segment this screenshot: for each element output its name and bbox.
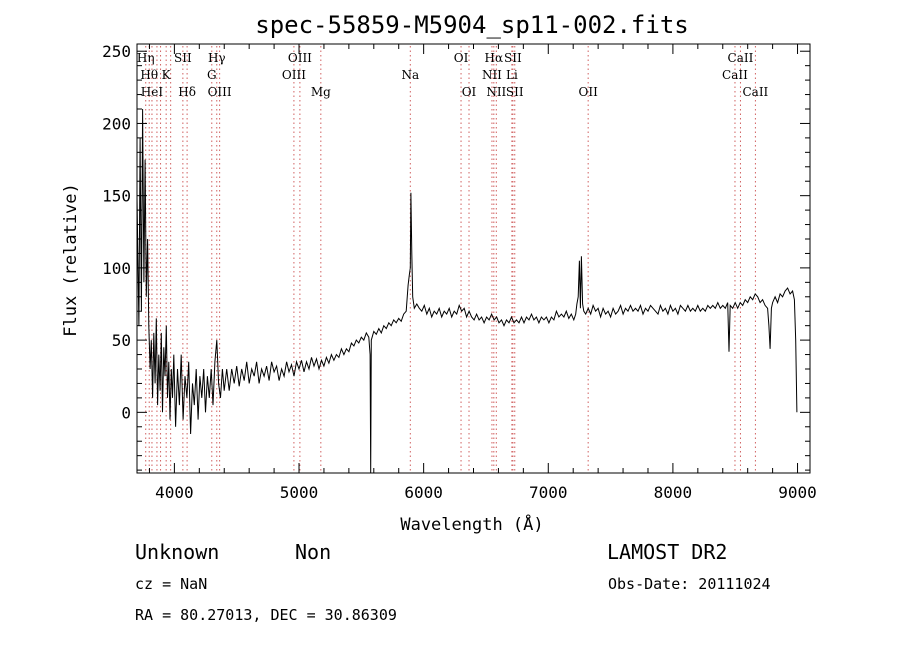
- y-axis-label: Flux (relative): [61, 183, 81, 337]
- redshift-value: cz = NaN: [135, 575, 207, 593]
- coordinates: RA = 80.27013, DEC = 30.86309: [135, 606, 397, 624]
- spectral-line-label: Li: [506, 68, 518, 82]
- y-tick-label: 250: [102, 42, 131, 61]
- spectral-line-label: OIII: [282, 68, 306, 82]
- spectral-line-label: Hα: [485, 51, 504, 65]
- spectral-line-label: G: [207, 68, 217, 82]
- x-tick-label: 4000: [155, 483, 194, 502]
- observation-date: Obs-Date: 20111024: [608, 575, 771, 593]
- spectral-line-label: SII: [504, 51, 522, 65]
- spectral-line-label: SII: [506, 85, 524, 99]
- spectral-line-label: Hθ: [140, 68, 158, 82]
- x-tick-label: 7000: [529, 483, 568, 502]
- spectral-line-label: HeI: [141, 85, 164, 99]
- x-axis-label: Wavelength (Å): [400, 513, 543, 535]
- x-tick-label: 5000: [280, 483, 319, 502]
- x-tick-label: 8000: [654, 483, 693, 502]
- spectral-line-label: CaII: [742, 85, 768, 99]
- y-axis: 0 50 100 150 200 250: [102, 42, 810, 471]
- y-tick-label: 200: [102, 114, 131, 133]
- spectral-line-label: OII: [578, 85, 598, 99]
- spectral-line-label: CaII: [728, 51, 754, 65]
- object-subclass: Non: [295, 540, 331, 564]
- x-axis: 4000 5000 6000 7000 8000 9000: [148, 44, 817, 502]
- y-tick-label: 50: [112, 331, 131, 350]
- object-class: Unknown: [135, 540, 219, 564]
- spectral-line-label: OI: [454, 51, 469, 65]
- plot-frame: [136, 43, 811, 474]
- spectral-line-label: Hδ: [178, 85, 196, 99]
- spectrum-series-line: [136, 108, 798, 474]
- spectral-line-labels: HηHθHeIKSIIHδGHγOIIIOIIIOIIIMgNaOIOINIIH…: [137, 51, 769, 99]
- spectral-line-label: Hγ: [208, 51, 226, 65]
- spectral-line-label: NII: [486, 85, 506, 99]
- y-tick-label: 100: [102, 259, 131, 278]
- spectral-line-label: Na: [401, 68, 419, 82]
- spectral-line-label: NII: [482, 68, 502, 82]
- survey-name: LAMOST DR2: [607, 540, 727, 564]
- spectral-line-label: CaII: [722, 68, 748, 82]
- spectral-line-label: Hη: [137, 51, 155, 65]
- spectral-line-label: OI: [462, 85, 477, 99]
- x-tick-label: 9000: [778, 483, 817, 502]
- chart-title: spec-55859-M5904_sp11-002.fits: [255, 11, 688, 39]
- spectral-line-markers: [145, 46, 756, 473]
- y-tick-label: 150: [102, 187, 131, 206]
- x-tick-label: 6000: [404, 483, 443, 502]
- spectral-line-label: OIII: [208, 85, 232, 99]
- spectral-line-label: OIII: [288, 51, 312, 65]
- spectral-line-label: Mg: [311, 85, 331, 99]
- y-tick-label: 0: [121, 403, 131, 422]
- spectral-line-label: SII: [174, 51, 192, 65]
- spectral-line-label: K: [162, 68, 172, 82]
